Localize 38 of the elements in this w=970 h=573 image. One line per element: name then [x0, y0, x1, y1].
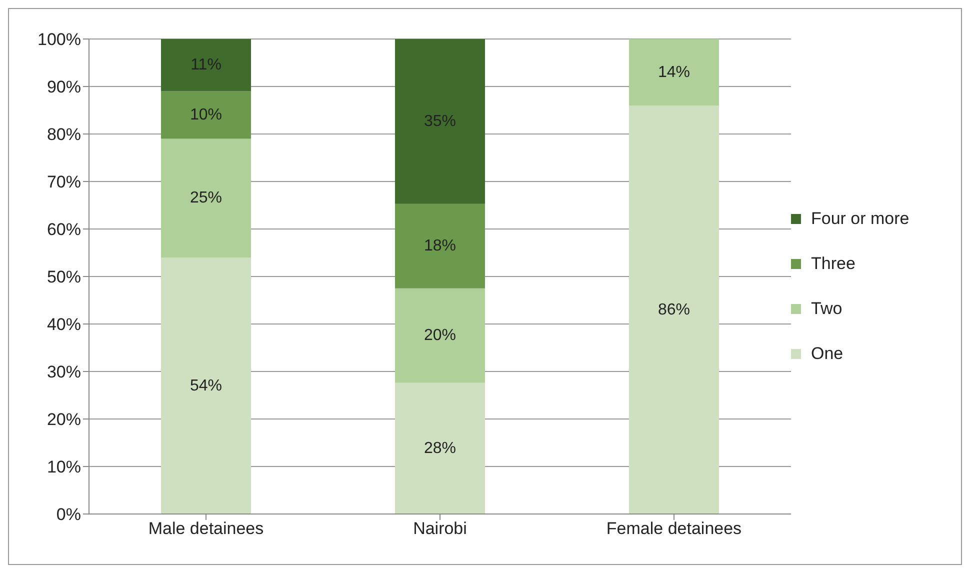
y-tick-label: 60% [46, 220, 81, 240]
data-label: 20% [424, 327, 456, 344]
y-tick-label: 90% [46, 78, 81, 97]
x-tick-label: Male detainees [148, 519, 264, 538]
data-label: 86% [658, 301, 690, 318]
y-tick-label: 70% [46, 172, 81, 192]
data-label: 28% [424, 440, 456, 457]
y-tick-label: 80% [46, 125, 81, 144]
bar [395, 382, 485, 514]
bar [395, 288, 485, 383]
y-tick-label: 40% [46, 315, 81, 334]
y-tick-label: 100% [38, 30, 81, 50]
legend-label: Two [811, 299, 842, 319]
bar [395, 204, 485, 288]
y-tick-label: 10% [46, 458, 81, 477]
data-label: 14% [658, 64, 690, 81]
x-tick-label: Nairobi [413, 519, 467, 538]
data-label: 35% [424, 112, 456, 130]
data-label: 54% [190, 377, 222, 394]
legend-label: Three [811, 254, 856, 274]
legend-label: One [811, 344, 844, 364]
bar [161, 39, 251, 92]
bar [161, 138, 251, 258]
data-label: 25% [190, 190, 222, 207]
bar [161, 91, 251, 139]
x-tick-label: Female detainees [606, 519, 742, 538]
y-tick-label: 0% [56, 505, 81, 524]
data-label: 18% [424, 238, 456, 255]
bar [161, 258, 251, 514]
y-tick-label: 50% [46, 268, 81, 287]
bar [629, 39, 719, 106]
y-tick-label: 20% [46, 410, 81, 430]
bar [395, 39, 485, 204]
y-tick-label: 30% [46, 362, 81, 382]
bar [629, 106, 719, 514]
legend-label: Four or more [811, 209, 910, 229]
data-label: 11% [190, 56, 222, 74]
data-label: 10% [190, 106, 222, 124]
